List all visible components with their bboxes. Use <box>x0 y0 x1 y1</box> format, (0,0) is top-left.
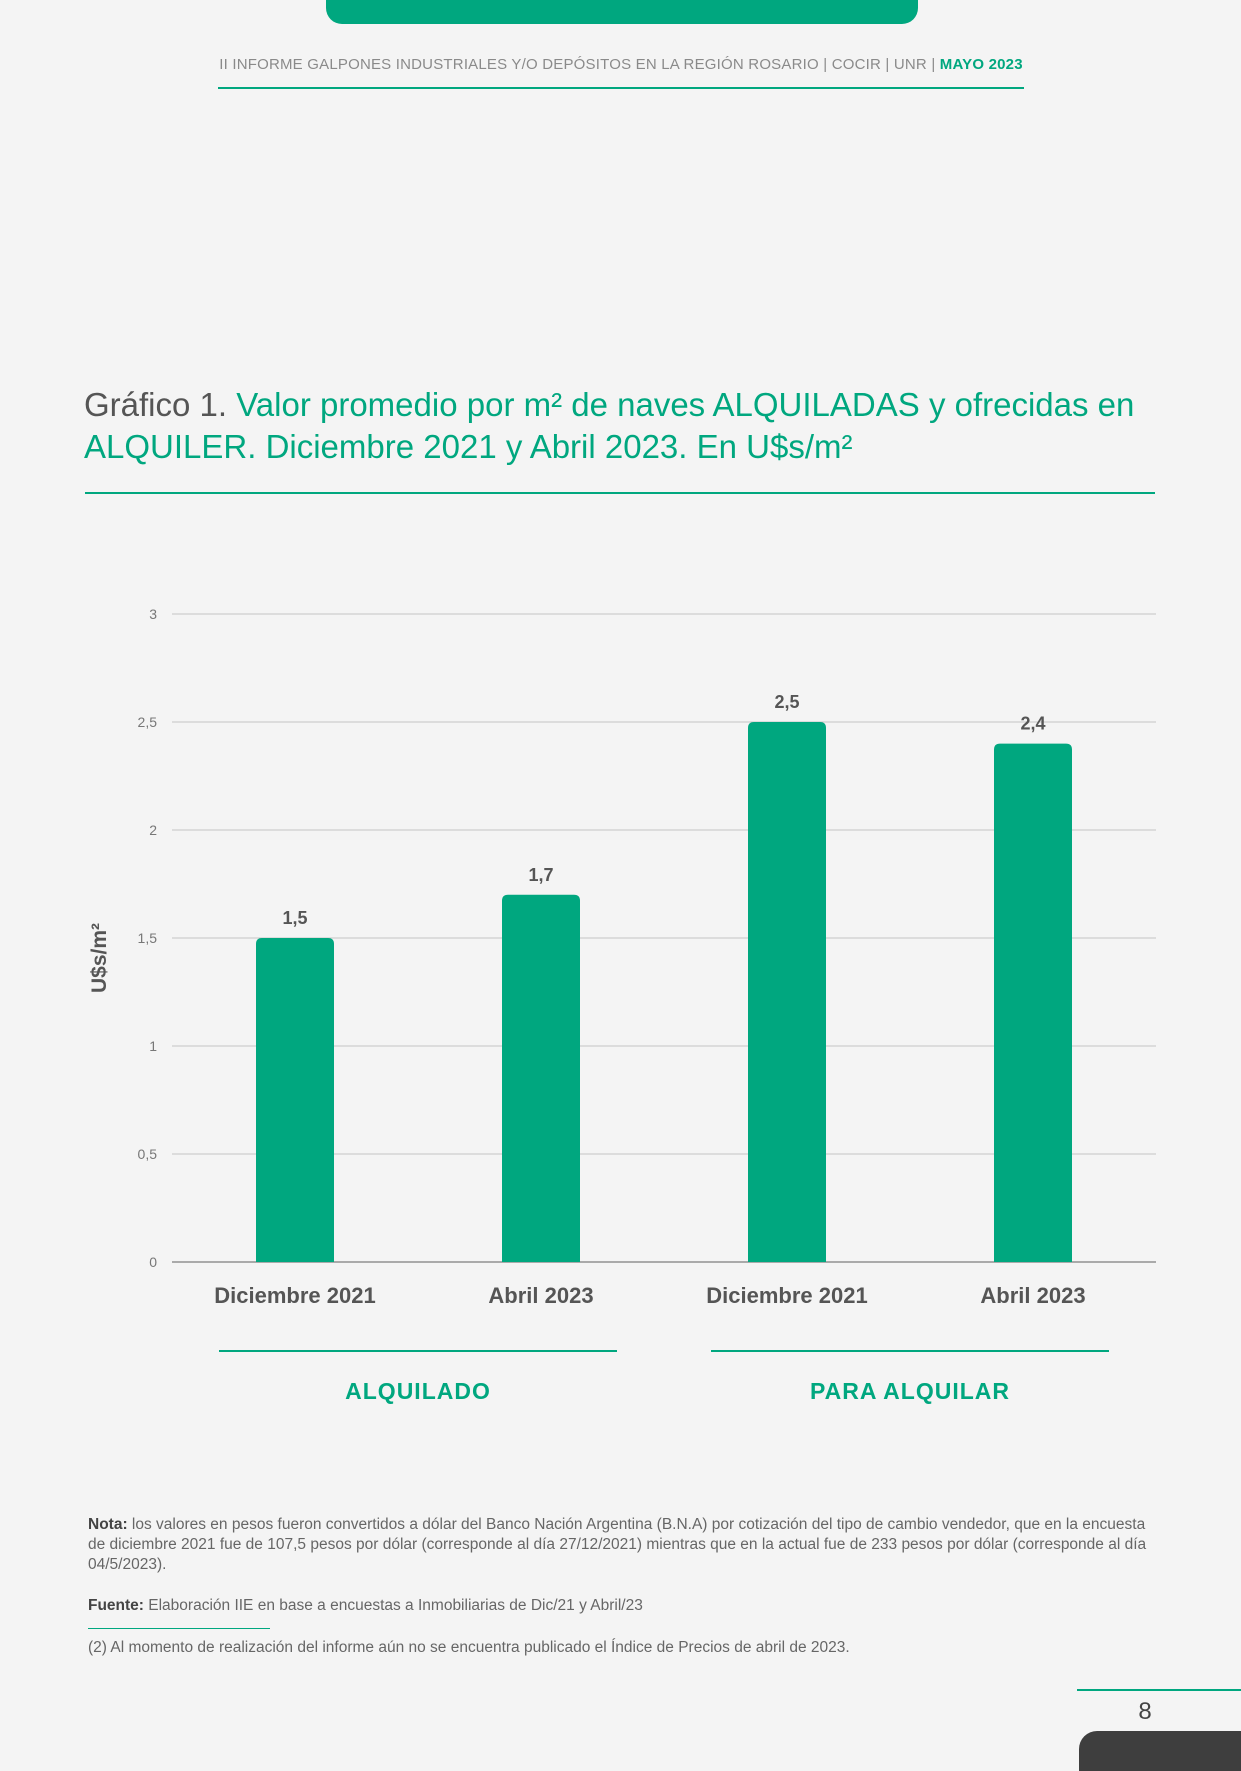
data-label: 1,5 <box>282 908 307 928</box>
y-tick-label: 0 <box>149 1254 157 1270</box>
note-label: Nota: <box>88 1516 128 1533</box>
page-number: 8 <box>1138 1698 1152 1725</box>
bar <box>748 722 826 1262</box>
source-text: Elaboración IIE en base a encuestas a In… <box>143 1597 643 1614</box>
chart-title: Gráfico 1. Valor promedio por m² de nave… <box>84 384 1164 468</box>
bar <box>994 743 1072 1262</box>
group-label: ALQUILADO <box>345 1378 491 1404</box>
data-label: 2,4 <box>1020 714 1045 734</box>
source-label: Fuente: <box>88 1597 144 1614</box>
title-rule <box>85 492 1155 494</box>
note: Nota: los valores en pesos fueron conver… <box>88 1515 1148 1575</box>
top-tab <box>326 0 918 24</box>
report-header: II INFORME GALPONES INDUSTRIALES Y/O DEP… <box>218 56 1024 73</box>
header-date: MAYO 2023 <box>939 56 1023 73</box>
x-tick-label: Abril 2023 <box>488 1283 593 1308</box>
y-axis-label: U$s/m² <box>88 923 111 993</box>
header-rule <box>218 87 1024 89</box>
data-label: 1,7 <box>528 865 553 885</box>
data-label: 2,5 <box>774 692 799 712</box>
y-tick-label: 2,5 <box>138 714 158 730</box>
page-rule <box>1077 1689 1241 1691</box>
bar <box>256 938 334 1262</box>
note-text: los valores en pesos fueron convertidos … <box>88 1516 1147 1573</box>
x-tick-label: Abril 2023 <box>980 1283 1085 1308</box>
x-tick-label: Diciembre 2021 <box>214 1283 375 1308</box>
bar-chart: 0 0,5 1 1,5 2 2,5 3 U$s/m² 1,5 Diciembre 2021 1,7 A… <box>88 606 1156 1404</box>
source: Fuente: Elaboración IIE en base a encues… <box>88 1597 643 1615</box>
x-tick-label: Diciembre 2021 <box>706 1283 867 1308</box>
y-tick-label: 1 <box>149 1038 157 1054</box>
y-tick-label: 2 <box>149 822 157 838</box>
chart-title-main: Valor promedio por m² de naves ALQUILADA… <box>84 386 1135 465</box>
y-tick-label: 1,5 <box>138 930 158 946</box>
chart-title-lead: Gráfico 1. <box>84 386 237 423</box>
y-tick-label: 3 <box>149 606 157 622</box>
footnote: (2) Al momento de realización del inform… <box>88 1639 850 1656</box>
y-tick-label: 0,5 <box>138 1146 158 1162</box>
page-tab <box>1079 1731 1241 1771</box>
group-label: PARA ALQUILAR <box>810 1378 1010 1404</box>
bar <box>502 894 580 1262</box>
footnote-rule <box>88 1628 270 1629</box>
header-text: II INFORME GALPONES INDUSTRIALES Y/O DEP… <box>219 56 940 73</box>
